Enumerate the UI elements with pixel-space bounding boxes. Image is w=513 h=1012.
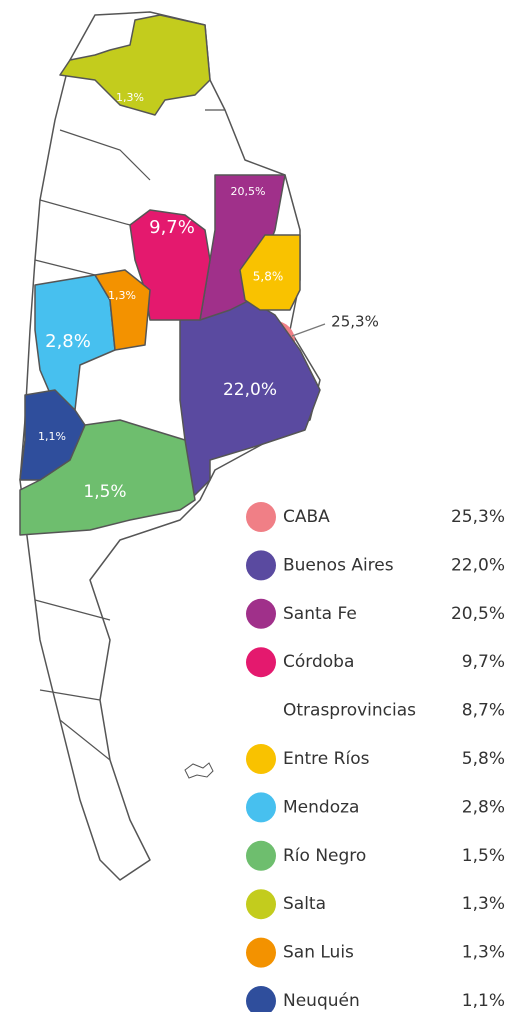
legend-value: 5,8% <box>462 749 505 769</box>
province <box>59 14 211 116</box>
legend-swatch <box>246 647 276 678</box>
legend-swatch <box>246 986 276 1012</box>
legend-value: 2,8% <box>462 797 505 817</box>
map-label: 25,3% <box>331 313 379 331</box>
map-label: 20,5% <box>231 185 266 198</box>
legend-swatch <box>246 840 276 871</box>
province-borders <box>34 109 225 761</box>
legend-swatch <box>246 937 276 968</box>
legend-value: 1,3% <box>462 894 505 914</box>
legend-value: 1,1% <box>462 991 505 1011</box>
legend-name: Buenos Aires <box>283 555 394 575</box>
province <box>199 174 286 321</box>
islands <box>184 762 214 779</box>
legend-swatch <box>246 598 276 629</box>
map-label: 1,5% <box>83 482 126 502</box>
leader-line <box>291 323 326 337</box>
legend-name: Salta <box>283 894 326 914</box>
legend-name: CABA <box>283 507 330 527</box>
map-label: 2,8% <box>45 331 91 352</box>
legend-swatch <box>246 889 276 920</box>
map-label: 9,7% <box>149 217 195 238</box>
legend-value: 25,3% <box>451 507 505 527</box>
legend-name: Otrasprovincias <box>283 701 416 721</box>
map-label: 1,1% <box>38 430 66 443</box>
map-label: 5,8% <box>253 270 284 284</box>
map-label: 22,0% <box>223 380 277 400</box>
legend-swatch <box>246 792 276 823</box>
province <box>239 234 301 311</box>
legend-value: 9,7% <box>462 652 505 672</box>
legend-name: Neuquén <box>283 991 360 1011</box>
map-label: 1,3% <box>116 91 144 104</box>
legend-name: Entre Ríos <box>283 749 370 769</box>
legend-value: 1,3% <box>462 943 505 963</box>
legend-value: 20,5% <box>451 604 505 624</box>
legend-value: 8,7% <box>462 701 505 721</box>
legend-swatch <box>246 502 276 532</box>
legend-name: Río Negro <box>283 846 366 866</box>
province <box>19 389 86 481</box>
legend-value: 22,0% <box>451 555 505 575</box>
provinces <box>19 14 321 536</box>
legend: CABA 25,3% Buenos Aires 22,0% Santa Fe 20,5% C… <box>246 502 505 1012</box>
legend-swatch <box>246 550 276 581</box>
map-label: 1,3% <box>108 289 136 302</box>
legend-name: San Luis <box>283 943 354 963</box>
map-labels: 25,3% 22,0% 20,5% 9,7% 5,8% 2,8% 1,5% 1,3% 1,3% 1… <box>38 91 379 502</box>
legend-swatch <box>246 744 276 774</box>
province <box>94 269 151 351</box>
legend-name: Santa Fe <box>283 604 357 624</box>
legend-name: Córdoba <box>283 652 354 672</box>
legend-name: Mendoza <box>283 797 359 817</box>
legend-value: 1,5% <box>462 846 505 866</box>
